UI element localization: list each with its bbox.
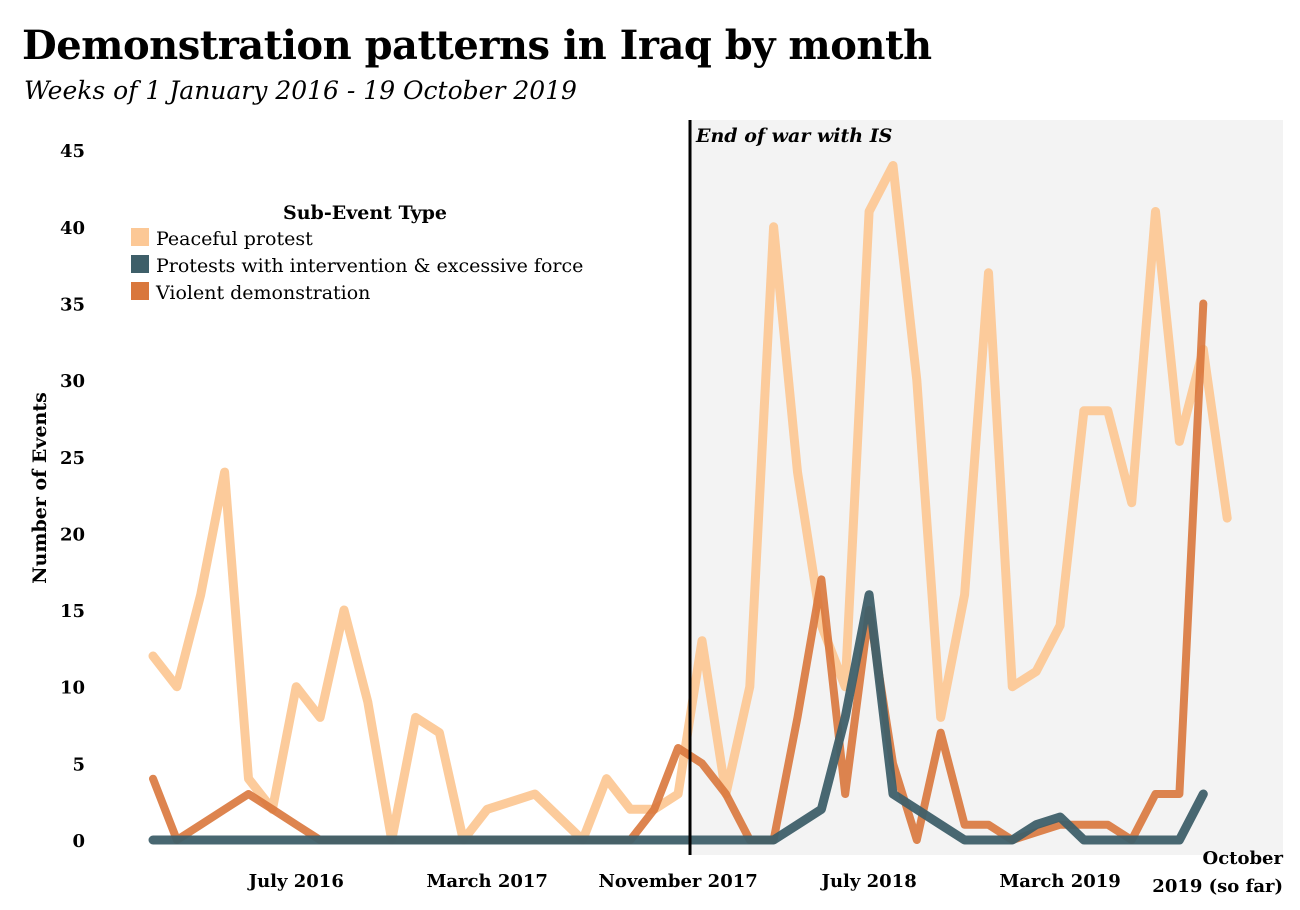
end-of-war-label: End of war with IS — [695, 125, 892, 147]
chart-subtitle: Weeks of 1 January 2016 - 19 October 201… — [24, 76, 577, 105]
y-tick-label: 30 — [60, 371, 85, 392]
legend-swatch-violent-demonstration — [131, 282, 149, 300]
legend-label-protests-with-intervention-excessive-force: Protests with intervention & excessive f… — [156, 255, 583, 277]
y-axis-title: Number of Events — [29, 392, 51, 584]
y-tick-label: 45 — [60, 141, 85, 162]
y-tick-label: 35 — [60, 294, 85, 315]
chart-title: Demonstration patterns in Iraq by month — [22, 22, 932, 69]
x-tick-label: March 2017 — [426, 871, 547, 892]
x-tick-label: July 2018 — [819, 871, 916, 892]
legend-label-peaceful-protest: Peaceful protest — [156, 228, 313, 250]
y-axis-ticks: 0 5 10 15 20 25 30 35 40 45 — [60, 141, 85, 852]
x-tick-label: March 2019 — [999, 871, 1120, 892]
legend-swatch-protests-with-intervention-excessive-force — [131, 255, 149, 273]
x-tick-label: November 2017 — [598, 871, 757, 892]
y-tick-label: 0 — [72, 831, 85, 852]
legend-label-violent-demonstration: Violent demonstration — [155, 282, 370, 304]
y-tick-label: 15 — [60, 601, 85, 622]
y-tick-label: 40 — [60, 218, 85, 239]
y-tick-label: 20 — [60, 524, 85, 545]
series-line-protests-with-intervention-excessive-force — [148, 590, 1208, 845]
legend-items: Peaceful protest Protests with interventi… — [131, 228, 583, 304]
y-tick-label: 10 — [60, 678, 85, 699]
y-tick-label: 25 — [60, 448, 85, 469]
legend-swatch-peaceful-protest — [131, 228, 149, 246]
legend-title: Sub-Event Type — [283, 202, 447, 224]
x-tick-label: July 2016 — [247, 871, 344, 892]
legend: Sub-Event Type Peaceful protest Protests … — [131, 202, 583, 304]
x-axis-ticks: July 2016 March 2017 November 2017 July 201… — [247, 848, 1284, 897]
y-tick-label: 5 — [72, 754, 85, 775]
x-tick-label: October 2019 (so far) — [1152, 848, 1283, 897]
annotation-layer: End of war with IS — [688, 120, 892, 855]
